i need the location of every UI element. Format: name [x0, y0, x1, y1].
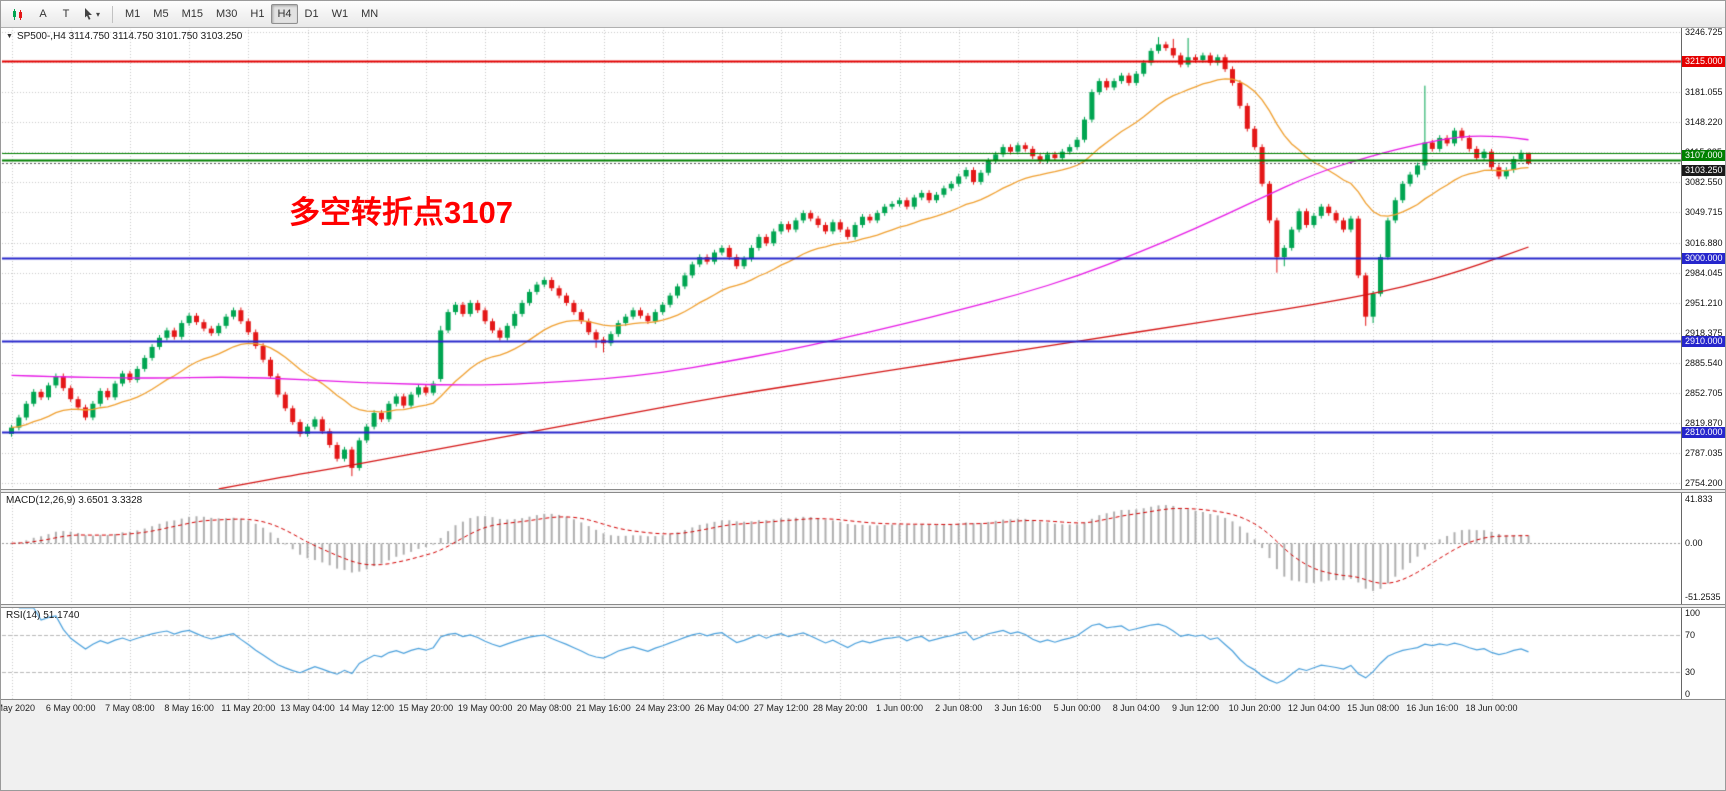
collapse-triangle-icon[interactable]: ▼: [6, 33, 13, 40]
price-axis-label: 3016.880: [1685, 237, 1723, 248]
time-axis-label: 4 May 2020: [1, 703, 36, 713]
time-axis-label: 13 May 04:00: [280, 703, 335, 713]
time-axis-label: 2 Jun 08:00: [935, 703, 983, 713]
price-axis-label: 2885.540: [1685, 357, 1723, 368]
time-axis[interactable]: [1, 699, 1725, 790]
time-axis-label: 18 Jun 00:00: [1465, 703, 1518, 713]
time-axis-label: 10 Jun 20:00: [1228, 703, 1281, 713]
timeframe-h1-button[interactable]: H1: [244, 4, 270, 24]
rsi-axis-label: 0: [1685, 689, 1691, 699]
price-axis-label: 3049.715: [1685, 207, 1723, 218]
timeframe-d1-button[interactable]: D1: [299, 4, 325, 24]
price-axis-label: 3148.220: [1685, 117, 1723, 128]
time-axis-label: 27 May 12:00: [753, 703, 809, 713]
time-axis-label: 8 Jun 04:00: [1112, 703, 1160, 713]
time-axis-label: 9 Jun 12:00: [1171, 703, 1220, 713]
price-axis-border: [1681, 27, 1682, 699]
panel-splitter[interactable]: [1, 489, 1725, 493]
macd-axis-label: 41.833: [1685, 494, 1713, 505]
candles-chart-icon[interactable]: [5, 4, 31, 24]
timeframe-m1-button[interactable]: M1: [119, 4, 146, 24]
timeframe-mn-button[interactable]: MN: [355, 4, 384, 24]
rsi-axis-label: 70: [1685, 630, 1696, 641]
price-axis-label: 2787.035: [1685, 448, 1723, 459]
text-annotation-button[interactable]: A: [32, 4, 54, 24]
macd-indicator-label: MACD(12,26,9) 3.6501 3.3328: [6, 495, 143, 506]
time-axis-label: 24 May 23:00: [635, 703, 690, 713]
time-axis-label: 8 May 16:00: [164, 703, 214, 713]
macd-axis-label: -51.2535: [1685, 591, 1721, 602]
time-axis-label: 15 Jun 08:00: [1347, 703, 1400, 713]
price-axis-label: 2984.045: [1685, 267, 1723, 278]
rsi-axis-label: 100: [1685, 608, 1701, 618]
time-axis-label: 7 May 08:00: [105, 703, 155, 713]
price-axis-label: 2918.375: [1685, 327, 1723, 338]
chart-symbol-header: ▼ SP500-,H4 3114.750 3114.750 3101.750 3…: [6, 31, 242, 42]
time-axis-label: 16 Jun 16:00: [1406, 703, 1459, 713]
rsi-axis-label: 30: [1685, 666, 1696, 677]
price-line-badge: 2910.000: [1682, 335, 1725, 347]
price-line-badge: 3107.000: [1682, 149, 1725, 161]
current-price-badge: 3103.250: [1682, 165, 1725, 177]
price-axis-label: 3246.725: [1685, 26, 1723, 37]
price-axis-label: 3181.055: [1685, 87, 1723, 98]
price-line-badge: 3000.000: [1682, 253, 1725, 264]
time-axis-label: 20 May 08:00: [517, 703, 572, 713]
chart-text-annotation[interactable]: 多空转折点3107: [289, 195, 513, 230]
time-axis-label: 14 May 12:00: [339, 703, 394, 713]
price-axis-label: 2754.200: [1685, 478, 1723, 489]
time-axis-label: 28 May 20:00: [813, 703, 868, 713]
time-axis-label: 19 May 00:00: [457, 703, 513, 713]
time-axis-label: 11 May 20:00: [221, 703, 276, 713]
price-axis-label: 2852.705: [1685, 388, 1723, 399]
time-axis-label: 1 Jun 00:00: [875, 703, 924, 713]
template-button[interactable]: T: [55, 4, 77, 24]
cursor-arrow-icon: [85, 8, 92, 20]
time-axis-label: 21 May 16:00: [576, 703, 631, 713]
price-axis-label: 3082.550: [1685, 177, 1723, 188]
price-axis-label: 2951.210: [1685, 297, 1723, 308]
time-axis-label: 12 Jun 04:00: [1287, 703, 1340, 713]
timeframe-m5-button[interactable]: M5: [147, 4, 174, 24]
draw-tools-button[interactable]: ▾: [78, 4, 106, 24]
chevron-down-icon: ▾: [96, 9, 101, 19]
timeframe-m15-button[interactable]: M15: [176, 4, 209, 24]
panel-splitter[interactable]: [1, 604, 1725, 608]
time-axis-label: 6 May 00:00: [45, 703, 96, 713]
price-line-badge: 2810.000: [1682, 427, 1725, 439]
rsi-indicator-label: RSI(14) 51.1740: [6, 610, 80, 621]
timeframe-h4-button[interactable]: H4: [271, 4, 298, 24]
time-axis-label: 26 May 04:00: [694, 703, 750, 713]
candlestick-icon: [13, 8, 22, 20]
toolbar-separator: [112, 5, 114, 23]
toolbar: A T ▾ M1 M5 M15 M30 H1 H4 D1 W1 MN: [1, 1, 1725, 28]
chart-ohlc-title: SP500-,H4 3114.750 3114.750 3101.750 310…: [16, 31, 243, 42]
time-axis-label: 3 Jun 16:00: [994, 703, 1042, 713]
macd-axis-label: 0.00: [1685, 538, 1703, 549]
timeframe-m30-button[interactable]: M30: [210, 4, 243, 24]
timeframe-w1-button[interactable]: W1: [326, 4, 355, 24]
timeframe-group: M1 M5 M15 M30 H1 H4 D1 W1 MN: [119, 4, 384, 24]
price-line-badge: 3215.000: [1682, 55, 1725, 67]
price-axis-label: 2819.870: [1685, 418, 1723, 429]
time-axis-label: 5 Jun 00:00: [1053, 703, 1101, 713]
time-axis-label: 15 May 20:00: [398, 703, 454, 713]
